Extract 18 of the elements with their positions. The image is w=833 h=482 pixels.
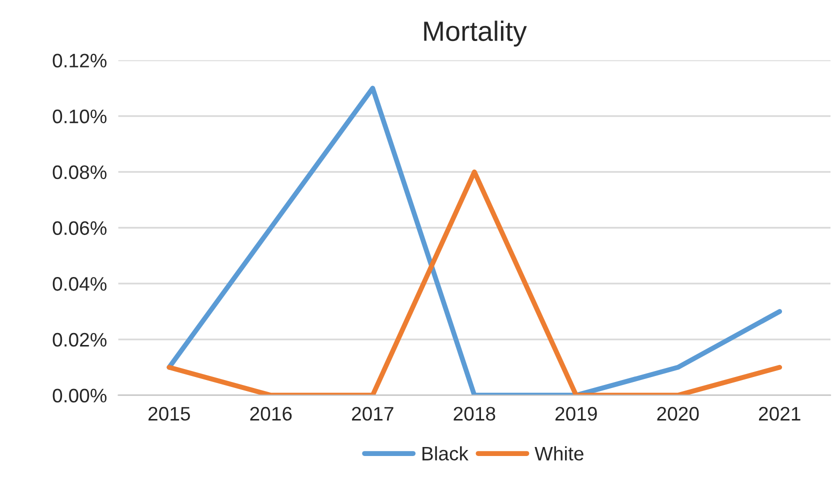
- y-tick-label: 0.08%: [52, 165, 106, 180]
- y-tick-label: 0.04%: [52, 277, 106, 291]
- x-tick-label: 2017: [352, 406, 394, 421]
- x-tick-label: 2018: [454, 406, 496, 421]
- y-tick-label: 0.12%: [52, 54, 106, 68]
- chart-title: Mortality: [424, 20, 527, 47]
- y-tick-label: 0.00%: [52, 388, 106, 402]
- legend-label: White: [534, 446, 584, 461]
- y-tick-label: 0.06%: [52, 221, 106, 235]
- x-tick-label: 2019: [555, 406, 597, 421]
- x-tick-label: 2016: [250, 406, 292, 421]
- x-tick-label: 2021: [758, 406, 800, 421]
- x-tick-label: 2015: [148, 406, 190, 421]
- x-tick-label: 2020: [657, 406, 699, 421]
- legend-label: Black: [422, 446, 468, 461]
- y-tick-label: 0.02%: [52, 332, 106, 347]
- y-tick-label: 0.10%: [52, 110, 106, 124]
- line-series: [166, 86, 782, 396]
